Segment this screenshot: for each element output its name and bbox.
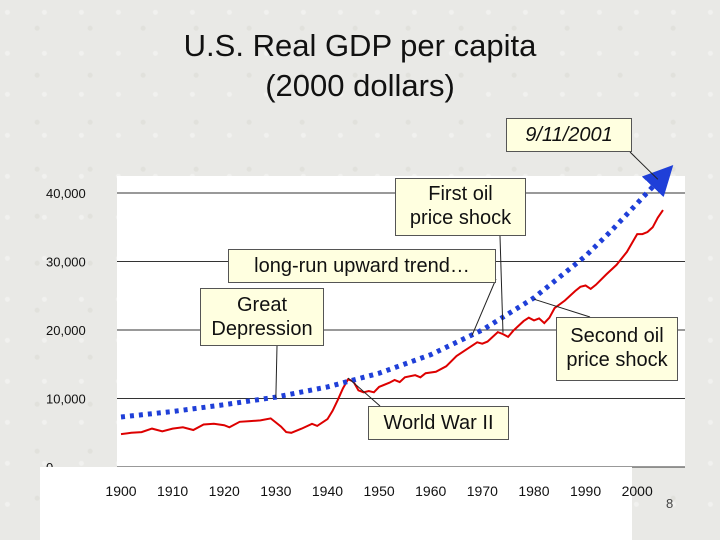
gdp-line [120,209,664,436]
callout-911: 9/11/2001 [506,118,632,152]
slide-title: U.S. Real GDP per capita (2000 dollars) [0,26,720,106]
x-tick-label: 1900 [105,483,136,499]
annotation-leader-line [471,278,497,336]
y-tick-label: 30,000 [46,255,86,270]
x-tick-label: 1940 [312,483,343,499]
x-tick-label: 1920 [209,483,240,499]
callout-first-oil-shock: First oil price shock [395,178,526,236]
x-tick-label: 1960 [415,483,446,499]
title-line-2: (2000 dollars) [265,68,455,103]
x-tick-label: 1970 [467,483,498,499]
callout-depression-line-1: Great [236,294,288,316]
x-tick-label: 1910 [157,483,188,499]
callout-911-text: 9/11/2001 [525,124,613,146]
callout-world-war-ii: World War II [368,406,509,440]
x-tick-label: 1930 [260,483,291,499]
x-tick-label: 2000 [622,483,653,499]
y-tick-label: 20,000 [46,323,86,338]
annotation-leader-line [629,151,659,180]
y-tick-label: 40,000 [46,186,86,201]
trend-line [120,164,674,420]
page-number: 8 [666,496,674,511]
title-line-1: U.S. Real GDP per capita [183,28,537,63]
callout-second-oil-line-2: price shock [566,349,668,371]
x-tick-label: 1980 [518,483,549,499]
callout-first-oil-line-2: price shock [409,207,512,229]
callout-depression-line-2: Depression [211,318,313,340]
callout-second-oil-line-1: Second oil [570,325,664,347]
annotation-leader-line [533,298,591,318]
callout-second-oil-shock: Second oil price shock [556,317,678,381]
annotation-leader-line [499,235,504,333]
callout-first-oil-line-1: First oil [428,183,493,205]
callout-great-depression: Great Depression [200,288,324,346]
annotation-leader-line [275,345,278,398]
callout-trend-text: long-run upward trend… [254,255,470,277]
callout-long-run-trend: long-run upward trend… [228,249,496,283]
y-tick-label: 10,000 [46,392,86,407]
x-tick-label: 1950 [364,483,395,499]
annotation-leader-line [347,377,381,407]
callout-ww2-text: World War II [383,412,494,434]
x-tick-label: 1990 [570,483,601,499]
x-axis-strip [40,467,632,540]
